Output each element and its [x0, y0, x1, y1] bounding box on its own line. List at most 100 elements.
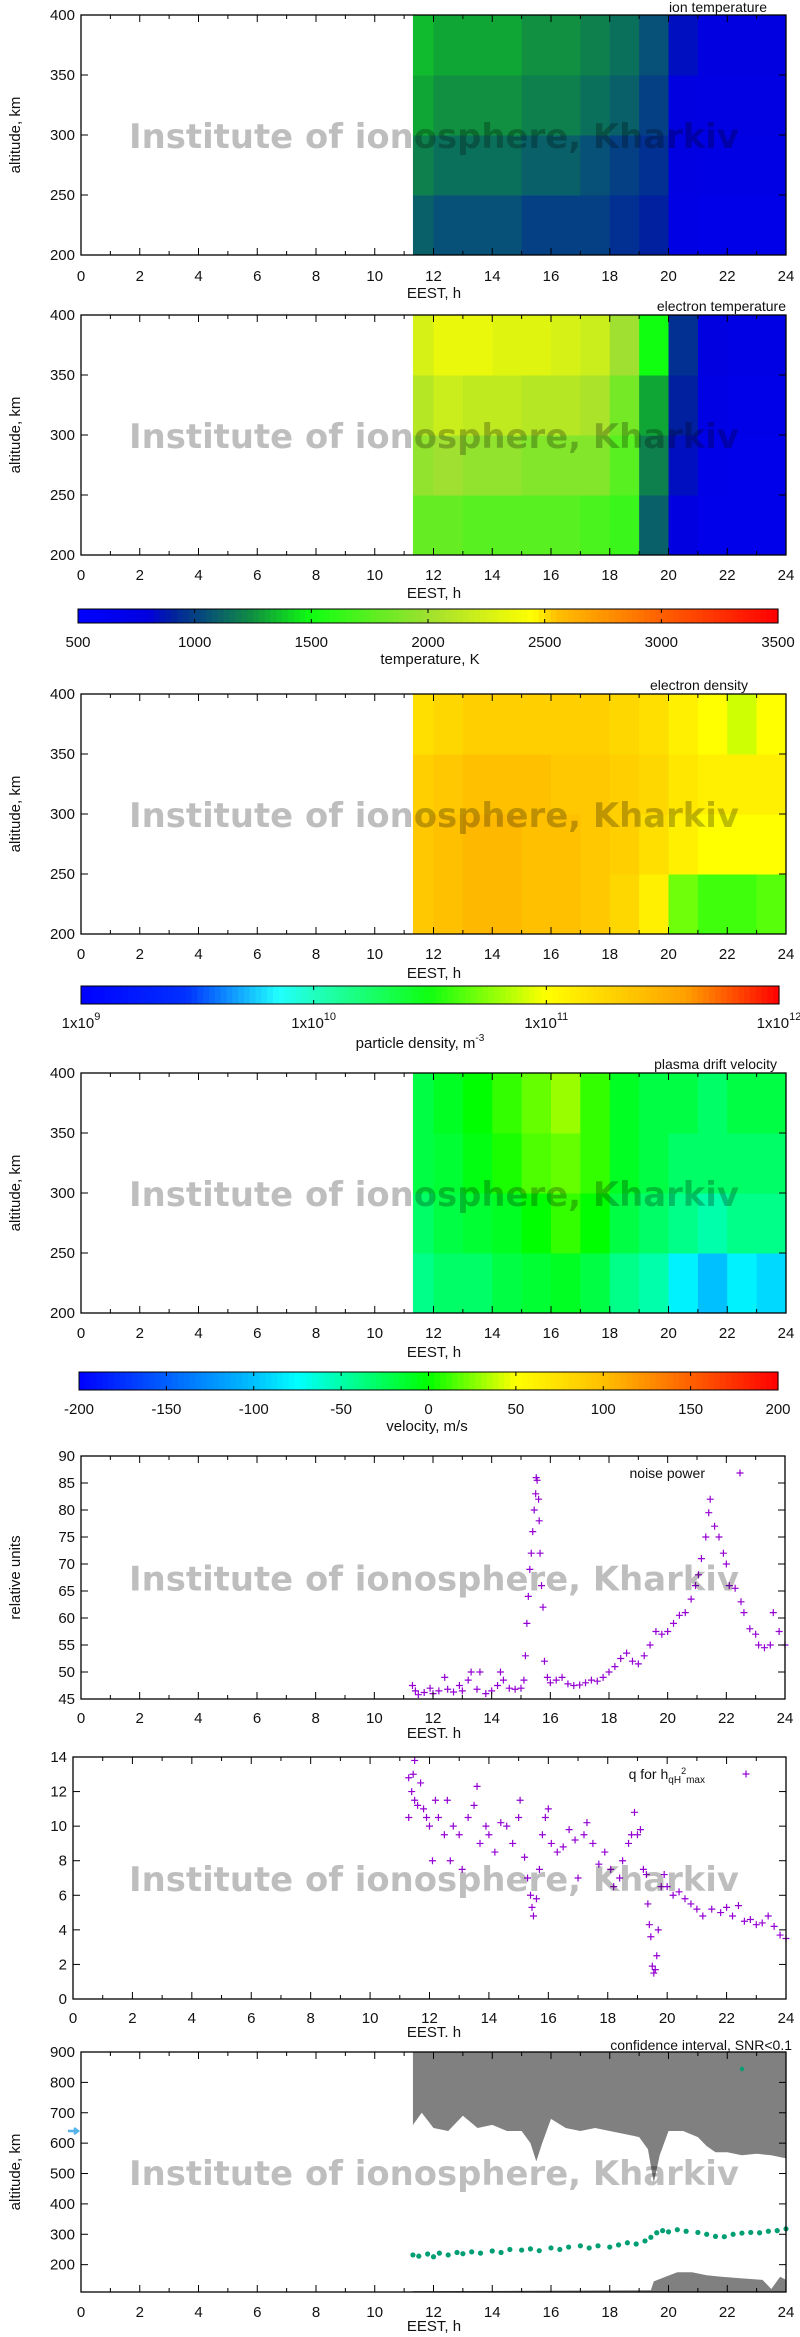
colorbar-segment: [271, 1372, 278, 1390]
colorbar-segment: [684, 1372, 692, 1390]
x-tick-label: 6: [253, 268, 261, 285]
data-point: [746, 1915, 754, 1923]
colorbar-segment: [550, 1372, 558, 1390]
y-tick-label: 350: [50, 67, 75, 84]
colorbar-segment: [579, 609, 587, 623]
colorbar-segment: [218, 1372, 226, 1390]
heatmap-cell: [609, 495, 640, 556]
x-tick-label: 24: [778, 268, 795, 285]
heatmap-cell: [492, 195, 523, 256]
data-point: [611, 1663, 619, 1671]
data-point: [723, 1903, 731, 1911]
colorbar-segment: [197, 986, 204, 1004]
data-point: [524, 1592, 532, 1600]
colorbar-segment: [661, 609, 668, 623]
heatmap-cell: [609, 315, 640, 376]
x-tick-label: 2: [136, 1325, 144, 1342]
data-point: [675, 1611, 683, 1619]
data-point: [752, 1630, 760, 1638]
heatmap-cell: [609, 1073, 640, 1134]
heatmap-cell: [697, 435, 728, 496]
data-point: [547, 1839, 555, 1847]
x-tick-label: 14: [484, 567, 501, 584]
legend-marker: [739, 2066, 745, 2072]
heatmap-cell: [521, 435, 552, 496]
x-tick-label: 14: [483, 1710, 500, 1727]
colorbar-segment: [457, 1372, 465, 1390]
heatmap-cell: [580, 694, 611, 755]
data-point: [642, 2238, 648, 2244]
colorbar-segment: [715, 986, 722, 1004]
heatmap-cell: [639, 435, 669, 496]
colorbar-label-density: particle density, m-3: [356, 1033, 485, 1052]
colorbar-segment: [189, 1372, 197, 1390]
colorbar-segment: [144, 986, 152, 1004]
x-tick-label: 12: [425, 2304, 442, 2321]
colorbar-segment: [439, 609, 447, 623]
heatmap-cell: [492, 814, 523, 875]
data-point: [527, 1549, 535, 1557]
tick-exponent: 10: [324, 1011, 336, 1023]
colorbar-segment: [498, 609, 505, 623]
heatmap-cell: [433, 135, 464, 196]
heatmap-cell: [756, 874, 787, 935]
data-point: [766, 1641, 774, 1649]
heatmap-cell: [580, 195, 611, 256]
y-tick-label: 200: [50, 2257, 75, 2274]
heatmap-cell: [668, 874, 699, 935]
colorbar-segment: [148, 1372, 156, 1390]
data-point: [426, 1822, 433, 1830]
y-tick-label: 0: [59, 1991, 67, 2008]
colorbar-segment: [447, 986, 454, 1004]
colorbar-segment: [395, 986, 402, 1004]
colorbar-segment: [342, 986, 350, 1004]
colorbar-tick-label: 2000: [411, 634, 444, 651]
colorbar-segment: [550, 609, 557, 623]
data-point: [414, 1691, 422, 1699]
x-tick-label: 24: [778, 946, 795, 963]
x-tick-label: 20: [659, 2010, 676, 2027]
colorbar-segment: [732, 986, 739, 1004]
heatmap-cell: [609, 754, 640, 815]
colorbar-segment: [433, 609, 441, 623]
data-point: [411, 1756, 419, 1764]
data-point: [434, 1814, 442, 1821]
data-point: [409, 1770, 417, 1778]
heatmap-cell: [412, 754, 434, 815]
colorbar-label-exponent: -3: [475, 1033, 484, 1044]
colorbar-segment: [235, 609, 242, 623]
data-point: [647, 1933, 655, 1941]
colorbar-segment: [277, 1372, 284, 1390]
watermark: Institute of ionosphere, Kharkiv: [129, 417, 739, 457]
x-tick-label: 10: [366, 1710, 383, 1727]
heatmap-cell: [756, 814, 787, 875]
data-point: [482, 1690, 490, 1698]
heatmap-cell: [412, 495, 434, 556]
heatmap-cell: [462, 195, 493, 256]
colorbar-segment: [614, 1372, 622, 1390]
legend-label: noise power: [630, 1465, 706, 1481]
colorbar-segment: [201, 1372, 208, 1390]
data-point: [654, 1926, 662, 1934]
y-tick-label: 800: [50, 2074, 75, 2091]
confidence-interval-upper: [412, 2052, 786, 2183]
data-point: [706, 1495, 714, 1503]
colorbar-segment: [488, 986, 495, 1004]
panel-ion-temperature: ion temperature EEST, h: [407, 0, 767, 302]
colorbar-segment: [288, 609, 295, 623]
y-axis-label: altitude, km: [7, 397, 24, 474]
colorbar-segment: [264, 609, 272, 623]
heatmap-cell: [551, 375, 581, 436]
colorbar-segment: [185, 986, 193, 1004]
colorbar-segment: [626, 609, 633, 623]
colorbar-frame: [80, 985, 780, 1005]
colorbar-segment: [143, 1372, 150, 1390]
heatmap-cell: [551, 435, 581, 496]
data-point: [693, 1905, 701, 1913]
colorbar-tick-label: 1x109: [62, 1011, 101, 1032]
colorbar-segment: [469, 1372, 476, 1390]
colorbar-segment: [183, 1372, 191, 1390]
x-tick-label: 8: [312, 1325, 320, 1342]
heatmap-cell: [727, 495, 758, 556]
data-point: [414, 1801, 422, 1809]
